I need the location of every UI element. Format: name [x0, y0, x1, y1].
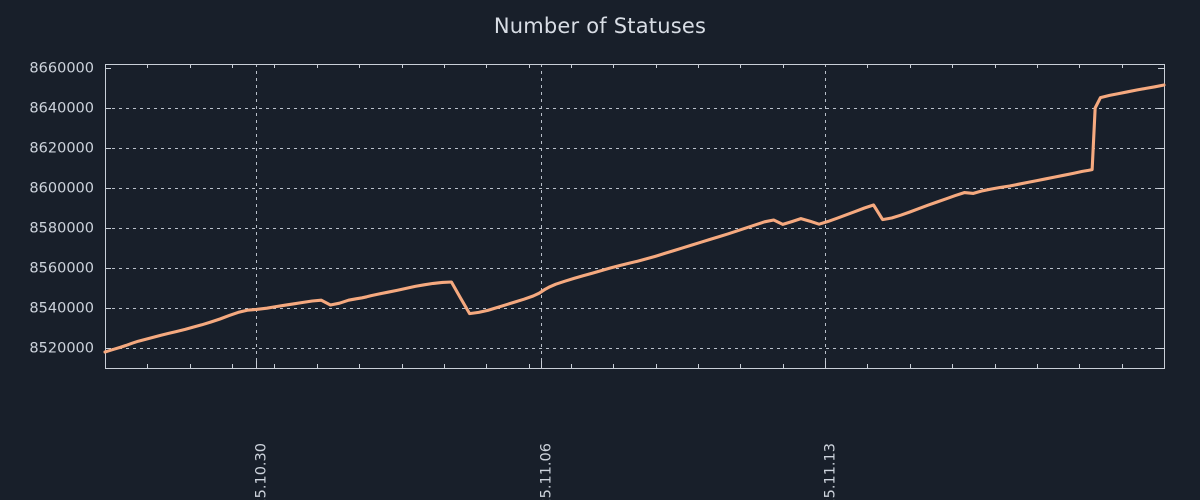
- x-axis-tick-label: 2025.10.30: [254, 443, 270, 500]
- vertical-gridlines: [256, 64, 826, 368]
- plot-border: [104, 63, 1166, 370]
- x-axis-tick-labels: 2025.10.30 2025.11.06 2025.11.13: [254, 443, 839, 500]
- y-axis-tick-labels: 8520000 8540000 8560000 8580000 8600000 86200…: [29, 61, 94, 357]
- y-axis-tick-label: 8580000: [29, 221, 94, 237]
- y-axis-tick-label: 8540000: [29, 301, 94, 317]
- y-axis-tick-label: 8600000: [29, 181, 94, 197]
- y-axis-tick-label: 8560000: [29, 261, 94, 277]
- axis-tick-marks: [105, 64, 1165, 368]
- plot-frame: [104, 63, 1166, 370]
- y-axis-tick-label: 8640000: [29, 101, 94, 117]
- y-axis-tick-label: 8520000: [29, 341, 94, 357]
- x-axis-tick-label: 2025.11.13: [823, 443, 839, 500]
- x-axis-tick-label: 2025.11.06: [539, 443, 555, 500]
- y-axis-tick-label: 8620000: [29, 141, 94, 157]
- y-axis-tick-label: 8660000: [29, 61, 94, 77]
- data-series-group: [103, 83, 1166, 354]
- chart-title: Number of Statuses: [493, 14, 707, 38]
- horizontal-gridlines: [105, 108, 1164, 349]
- series-line-number-of-statuses: [103, 83, 1166, 354]
